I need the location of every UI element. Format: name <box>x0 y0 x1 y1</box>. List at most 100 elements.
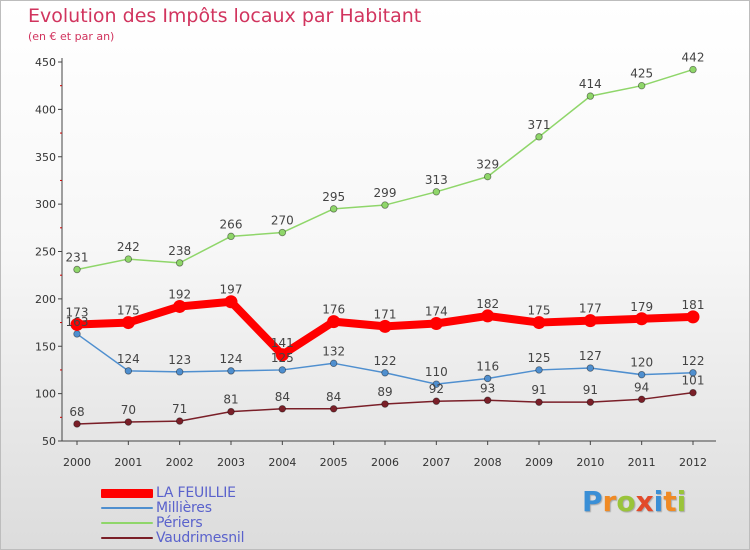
data-label: 238 <box>168 244 191 258</box>
proxiti-logo: Proxiti <box>582 485 686 518</box>
data-point <box>481 309 495 323</box>
data-label: 231 <box>66 251 89 265</box>
x-tick-label: 2010 <box>576 456 604 469</box>
data-point <box>378 319 392 333</box>
data-label: 442 <box>682 51 705 65</box>
data-point <box>535 133 543 141</box>
data-point <box>275 348 289 362</box>
logo-letter: x <box>635 485 654 518</box>
series-la-feuillie <box>70 295 700 362</box>
data-point <box>429 317 443 331</box>
data-point <box>73 420 81 428</box>
logo-letter: i <box>676 485 687 518</box>
data-label: 179 <box>630 300 653 314</box>
data-point <box>689 65 697 74</box>
data-label: 173 <box>66 305 89 319</box>
y-tick-label: 350 <box>35 151 56 164</box>
y-tick-label: 400 <box>35 103 56 116</box>
data-point <box>227 407 235 416</box>
x-tick-label: 2009 <box>525 456 553 469</box>
data-label: 141 <box>271 336 294 350</box>
data-point <box>586 398 595 406</box>
data-point <box>686 310 700 324</box>
data-label: 329 <box>476 158 499 172</box>
data-label: 91 <box>583 383 598 397</box>
y-tick-label: 150 <box>35 340 56 353</box>
data-label: 163 <box>66 315 89 329</box>
data-label: 266 <box>220 217 243 231</box>
data-point <box>124 367 133 375</box>
data-label: 93 <box>480 381 495 395</box>
data-label: 81 <box>223 393 238 407</box>
data-point <box>535 366 543 374</box>
x-tick-label: 2012 <box>679 456 707 469</box>
series-layer <box>70 65 700 428</box>
data-point <box>586 92 595 100</box>
data-label: 295 <box>322 190 345 204</box>
y-tick-label: 200 <box>35 293 56 306</box>
data-label: 94 <box>634 380 649 394</box>
legend-label: Millières <box>156 500 212 516</box>
data-label: 414 <box>579 77 602 91</box>
data-label: 123 <box>168 353 191 367</box>
chart-axes: 50 100 150 200 250 300 350 400 450 2000 2001 2002 20… <box>35 56 716 469</box>
y-tick-label: 100 <box>35 388 56 401</box>
y-tick-label: 50 <box>42 435 56 448</box>
data-point <box>586 364 595 372</box>
data-point <box>432 380 441 388</box>
data-label: 175 <box>528 304 551 318</box>
data-point <box>637 370 646 379</box>
logo-letter: o <box>616 485 636 518</box>
legend-label: Périers <box>156 515 203 531</box>
legend-label: LA FEUILLIE <box>156 485 236 501</box>
x-tick-label: 2001 <box>114 456 142 469</box>
y-tick-label: 300 <box>35 198 56 211</box>
data-point <box>483 396 492 404</box>
data-point <box>432 188 441 196</box>
data-label: 101 <box>682 374 705 388</box>
series-line <box>76 68 694 271</box>
data-point <box>175 259 184 267</box>
data-label: 110 <box>425 365 448 379</box>
data-point <box>583 314 597 328</box>
data-label: 242 <box>117 240 140 254</box>
data-point <box>227 367 235 375</box>
data-point <box>637 81 646 90</box>
data-label: 68 <box>69 405 84 419</box>
data-label: 192 <box>168 287 191 301</box>
data-point <box>224 295 238 309</box>
data-point <box>175 368 184 376</box>
data-point <box>635 312 649 326</box>
data-point <box>327 315 341 329</box>
chart-title: Evolution des Impôts locaux par Habitant <box>28 5 422 27</box>
data-point <box>329 405 338 413</box>
logo-letter: t <box>663 485 677 518</box>
data-label: 124 <box>220 352 243 366</box>
data-point <box>689 388 697 397</box>
x-tick-label: 2006 <box>371 456 399 469</box>
data-label: 127 <box>579 349 602 363</box>
data-point <box>532 316 546 330</box>
x-tick-label: 2003 <box>217 456 245 469</box>
data-point <box>689 369 697 377</box>
data-point <box>381 400 389 408</box>
legend-swatch <box>101 522 153 524</box>
data-point <box>381 201 389 209</box>
data-label: 132 <box>322 344 345 358</box>
data-labels-layer: 68 70 71 81 84 84 89 92 93 91 91 94 101 163 124 123 124 1… <box>66 51 705 419</box>
data-label: 122 <box>374 354 397 368</box>
logo-letter: i <box>653 485 664 518</box>
data-point <box>124 418 133 426</box>
data-point <box>329 205 338 213</box>
data-point <box>73 265 81 274</box>
data-label: 84 <box>275 390 290 404</box>
data-point <box>173 299 187 313</box>
data-label: 299 <box>374 186 397 200</box>
x-tick-label: 2000 <box>63 456 91 469</box>
data-label: 124 <box>117 352 140 366</box>
y-tick-label: 450 <box>35 56 56 69</box>
data-label: 92 <box>429 382 444 396</box>
y-tick-label: 250 <box>35 246 56 259</box>
x-tick-label: 2008 <box>474 456 502 469</box>
